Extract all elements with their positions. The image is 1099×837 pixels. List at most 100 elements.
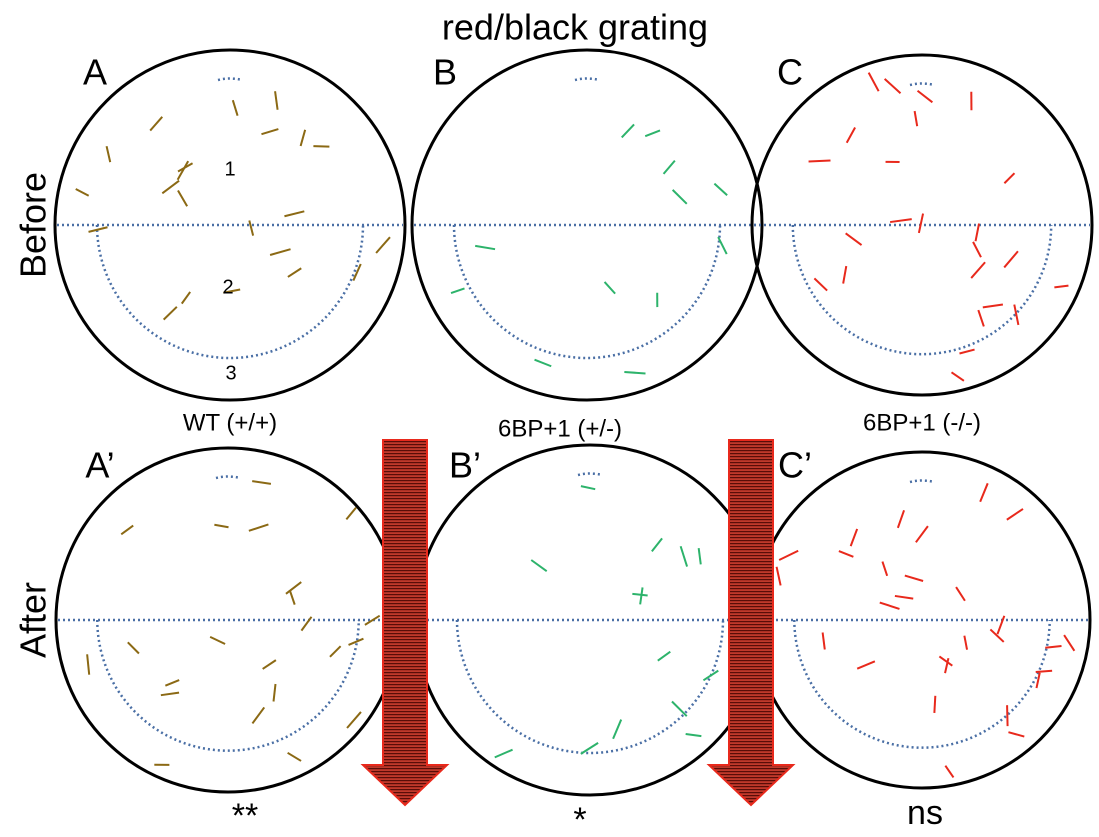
- fish: [671, 189, 688, 205]
- fish: [657, 650, 671, 662]
- fish: [269, 248, 291, 256]
- fish: [287, 267, 302, 278]
- fish: [881, 561, 889, 577]
- fish: [944, 657, 950, 674]
- zone-arc: [452, 224, 722, 360]
- significance: **: [232, 797, 258, 835]
- fish: [662, 160, 676, 175]
- zone-arc: [791, 224, 1053, 356]
- fish: [849, 528, 859, 547]
- fish: [702, 669, 719, 682]
- fish: [651, 537, 663, 553]
- fish: [959, 348, 975, 355]
- fish: [697, 548, 702, 565]
- fish: [231, 99, 239, 117]
- fish: [161, 179, 180, 195]
- fish: [717, 236, 728, 255]
- fish: [845, 127, 856, 144]
- top-mark: [217, 77, 243, 82]
- fish: [162, 306, 178, 321]
- fish: [603, 281, 616, 295]
- fish: [685, 733, 702, 738]
- top-mark: [909, 479, 935, 484]
- fish: [127, 641, 140, 655]
- fish: [176, 160, 190, 181]
- panel-label: A: [83, 52, 107, 93]
- fish: [149, 116, 164, 132]
- fish: [989, 628, 1005, 643]
- arena: [750, 53, 1094, 397]
- significance: *: [573, 801, 586, 837]
- zone-arc: [96, 619, 360, 752]
- fish: [450, 287, 465, 295]
- fish: [313, 145, 330, 148]
- fish: [105, 145, 112, 163]
- panel-label: A’: [85, 445, 114, 486]
- fish: [974, 223, 981, 242]
- fish: [209, 635, 226, 645]
- top-mark: [215, 475, 241, 480]
- fish: [580, 742, 599, 755]
- fish: [915, 525, 929, 543]
- zone-label: 3: [225, 362, 236, 384]
- fish: [88, 226, 108, 233]
- fish: [352, 263, 362, 281]
- fish: [364, 614, 381, 626]
- fish: [996, 615, 1006, 635]
- genotype-label: WT (+/+): [183, 409, 277, 436]
- arena: [53, 48, 407, 402]
- fish: [955, 586, 966, 602]
- fish: [299, 129, 307, 147]
- fish: [1006, 508, 1024, 521]
- fish: [639, 587, 644, 605]
- fish: [580, 485, 596, 491]
- fish: [838, 550, 854, 558]
- zone-arc: [455, 619, 725, 755]
- fish: [890, 218, 912, 224]
- fish: [1003, 250, 1019, 269]
- fish: [177, 189, 189, 207]
- fish: [288, 589, 296, 605]
- fish: [86, 654, 91, 675]
- fish: [348, 637, 364, 646]
- fish: [346, 711, 362, 729]
- fish: [274, 91, 279, 110]
- arrow: [706, 439, 796, 807]
- panel-label: C’: [778, 445, 812, 486]
- fish: [530, 559, 548, 573]
- fish: [494, 748, 513, 759]
- fish: [883, 78, 902, 94]
- fish: [1035, 672, 1041, 689]
- zone-label: 1: [224, 158, 235, 180]
- fish: [879, 601, 900, 610]
- panel-label: B’: [449, 445, 481, 486]
- fish: [896, 509, 905, 529]
- labels: A B C A’ B’ C’ 1 2 3 WT (+/+) 6BP+1 (+/-…: [83, 52, 981, 837]
- panel-label: B: [433, 52, 457, 93]
- fish: [262, 659, 277, 670]
- fish: [251, 706, 266, 725]
- fish: [248, 523, 269, 532]
- fish: [329, 645, 342, 658]
- fish: [621, 123, 635, 139]
- fish: [778, 549, 799, 561]
- fish: [75, 188, 90, 197]
- fish: [475, 244, 496, 251]
- fish: [612, 719, 623, 740]
- fish: [261, 128, 279, 136]
- top-mark: [577, 472, 603, 477]
- fish: [284, 210, 305, 218]
- fish: [120, 524, 134, 536]
- fish: [300, 616, 313, 632]
- fish: [916, 89, 934, 104]
- fish: [272, 683, 277, 702]
- fish: [979, 482, 989, 503]
- fish: [982, 303, 1004, 309]
- fish: [904, 574, 924, 582]
- fish: [1013, 304, 1020, 326]
- zone-arc: [793, 619, 1051, 749]
- top-mark: [909, 82, 935, 87]
- arena: [410, 48, 764, 402]
- row-label: Before: [13, 172, 54, 278]
- fish: [679, 545, 689, 567]
